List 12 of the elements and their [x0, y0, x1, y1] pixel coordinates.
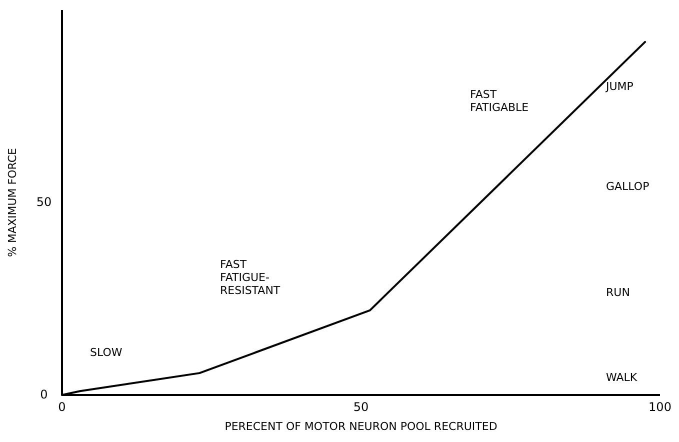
x-axis-title: PERECENT OF MOTOR NEURON POOL RECRUITED [224, 420, 498, 433]
x-tick-label: 50 [353, 400, 369, 414]
y-axis-title: % MAXIMUM FORCE [6, 148, 19, 257]
annotation: FAST FATIGABLE [470, 88, 529, 114]
annotation: WALK [606, 371, 638, 384]
annotation: JUMP [605, 80, 634, 93]
annotation: RUN [606, 286, 630, 299]
x-tick-label: 100 [648, 400, 672, 414]
x-tick-label: 0 [58, 400, 66, 414]
annotation: SLOW [90, 346, 122, 359]
annotation: GALLOP [606, 180, 650, 193]
annotation: FAST FATIGUE- RESISTANT [220, 258, 280, 297]
